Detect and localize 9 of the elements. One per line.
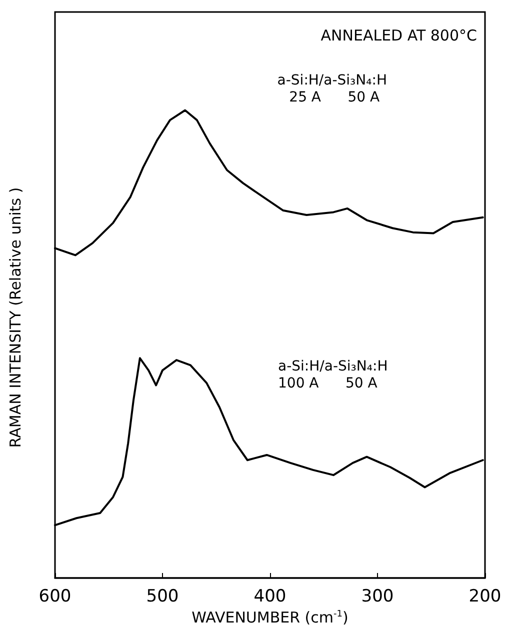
x-tick-label: 400: [254, 586, 286, 606]
x-tick-label: 300: [361, 586, 394, 606]
text: ANNEALED AT 800°C: [320, 26, 477, 44]
x-tick-label: 600: [38, 586, 72, 606]
x-tick-label: 200: [468, 586, 502, 606]
annotation: a-Si:H/a-Si₃N₄:H 100 A 50 A: [278, 358, 388, 392]
text: a-Si:H/a-Si₃N₄:H 25 A 50 A: [277, 72, 387, 106]
x-tick-label: 500: [146, 586, 179, 606]
y-axis-title: RAMAN INTENSITY (Relative units ): [6, 187, 24, 448]
